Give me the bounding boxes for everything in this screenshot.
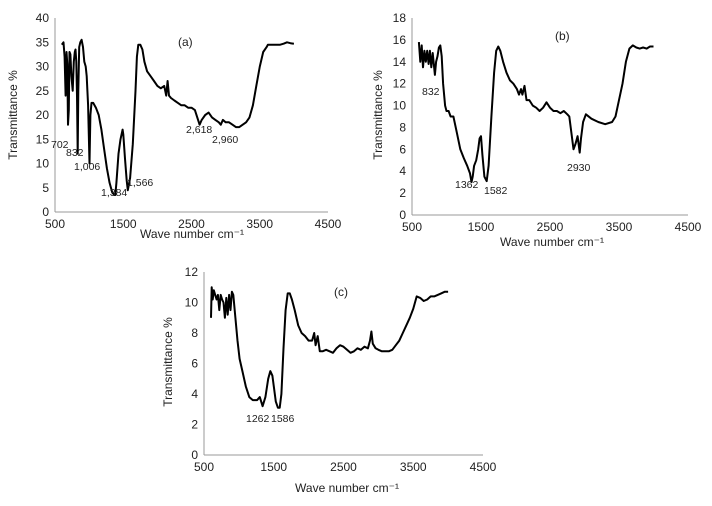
panel-a-y-tick-5: 5 (42, 181, 49, 195)
panel-c: 0 2 4 6 8 10 12 500 1500 2500 3500 4500 (c) Wave n… (161, 265, 497, 495)
panel-b-y-tick-12: 12 (393, 77, 407, 91)
panel-c-tag: (c) (334, 285, 348, 299)
panel-a-series-line (60, 38, 295, 196)
panel-a-x-tick-2500: 2500 (178, 217, 205, 231)
panel-b-x-tick-4500: 4500 (675, 220, 702, 234)
panel-a-y-tick-15: 15 (36, 132, 50, 146)
panel-a-y-tick-labels: 0 5 10 15 20 25 30 35 40 (36, 11, 50, 219)
panel-b-y-tick-0: 0 (399, 208, 406, 222)
panel-b-y-tick-14: 14 (393, 55, 407, 69)
panel-a-x-axis-title: Wave number cm⁻¹ (140, 227, 244, 241)
panel-c-y-tick-12: 12 (185, 265, 199, 279)
panel-c-y-axis-title: Transmittance % (161, 317, 175, 407)
panel-c-x-tick-4500: 4500 (470, 460, 497, 474)
panel-c-x-tick-2500: 2500 (330, 460, 357, 474)
panel-b-y-axis-title: Transmittance % (371, 70, 385, 160)
panel-b-y-tick-8: 8 (399, 120, 406, 134)
panel-b-annotation-1582: 1582 (484, 185, 508, 197)
panel-c-y-tick-6: 6 (191, 357, 198, 371)
panel-a-annotation-702: 702 (51, 139, 69, 151)
panel-b-x-tick-2500: 2500 (537, 220, 564, 234)
panel-a-y-tick-20: 20 (36, 108, 50, 122)
panel-b-x-tick-1500: 1500 (468, 220, 495, 234)
panel-a-y-tick-25: 25 (36, 84, 50, 98)
panel-b-annotation-832: 832 (422, 86, 440, 98)
panel-b-annotation-1362: 1362 (455, 179, 479, 191)
panel-a: 0 5 10 15 20 25 30 35 40 500 1500 2500 3500 4500 (a)… (6, 11, 342, 241)
panel-b-x-tick-labels: 500 1500 2500 3500 4500 (402, 220, 702, 234)
panel-b-y-tick-labels: 0 2 4 6 8 10 12 14 16 18 (393, 11, 407, 222)
panel-b-y-tick-18: 18 (393, 11, 407, 25)
panel-b-series-line (417, 42, 654, 184)
panel-b-tag: (b) (555, 29, 570, 43)
panel-c-y-tick-4: 4 (191, 387, 198, 401)
panel-a-x-tick-500: 500 (45, 217, 65, 231)
panel-b-y-tick-16: 16 (393, 33, 407, 47)
panel-a-y-tick-40: 40 (36, 11, 50, 25)
panel-a-y-axis-title: Transmittance % (6, 70, 20, 160)
panel-b-x-tick-500: 500 (402, 220, 422, 234)
panel-a-annotation-1384: 1,384 (101, 187, 127, 199)
panel-a-annotation-2960: 2,960 (212, 134, 238, 146)
panel-a-y-tick-30: 30 (36, 60, 50, 74)
panel-c-y-tick-0: 0 (191, 448, 198, 462)
panel-b-y-tick-10: 10 (393, 99, 407, 113)
panel-a-annotation-1006: 1,006 (74, 161, 100, 173)
panel-b-y-tick-4: 4 (399, 164, 406, 178)
panel-b-y-tick-2: 2 (399, 186, 406, 200)
panel-a-y-tick-0: 0 (42, 205, 49, 219)
panel-a-y-tick-35: 35 (36, 35, 50, 49)
panel-c-x-tick-labels: 500 1500 2500 3500 4500 (194, 460, 497, 474)
panel-a-x-tick-1500: 1500 (110, 217, 137, 231)
panel-a-x-tick-3500: 3500 (246, 217, 273, 231)
panel-a-x-tick-4500: 4500 (315, 217, 342, 231)
panel-a-annotation-2618: 2,618 (186, 124, 212, 136)
panel-b-annotation-2930: 2930 (567, 162, 591, 174)
panel-a-annotation-832: 832 (66, 147, 84, 159)
panel-c-x-tick-500: 500 (194, 460, 214, 474)
panel-c-x-tick-1500: 1500 (260, 460, 287, 474)
panel-b-y-tick-6: 6 (399, 142, 406, 156)
panel-c-annotation-1586: 1586 (271, 413, 295, 425)
panel-c-y-tick-labels: 0 2 4 6 8 10 12 (185, 265, 199, 462)
panel-a-tag: (a) (178, 35, 193, 49)
panel-c-y-tick-10: 10 (185, 296, 199, 310)
panel-c-y-tick-2: 2 (191, 418, 198, 432)
panel-c-series-line (210, 286, 449, 409)
panel-a-x-tick-labels: 500 1500 2500 3500 4500 (45, 217, 342, 231)
panel-b-x-axis-title: Wave number cm⁻¹ (500, 235, 604, 249)
panel-c-x-axis-title: Wave number cm⁻¹ (295, 481, 399, 495)
panel-a-annotation-1566: 1,566 (127, 177, 153, 189)
panel-c-y-tick-8: 8 (191, 326, 198, 340)
panel-c-annotation-1262: 1262 (246, 413, 270, 425)
panel-b-x-tick-3500: 3500 (606, 220, 633, 234)
panel-a-y-tick-10: 10 (36, 157, 50, 171)
panel-c-x-tick-3500: 3500 (400, 460, 427, 474)
